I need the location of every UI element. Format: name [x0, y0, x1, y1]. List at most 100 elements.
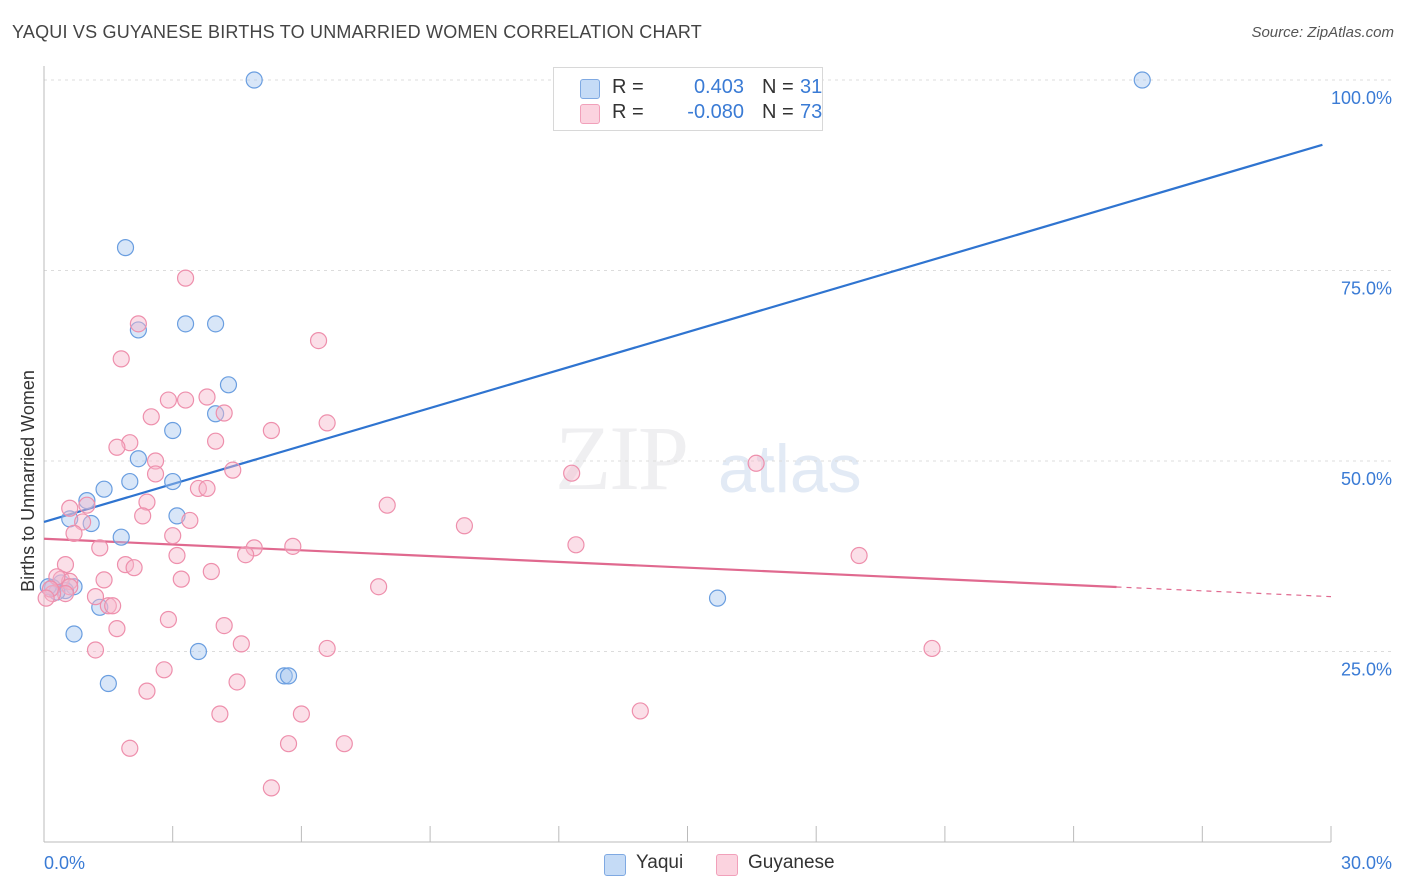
data-points [37, 71, 1151, 797]
guyanese-point [237, 546, 255, 564]
y-tick-label: 75.0% [1341, 279, 1392, 299]
yaqui-point [176, 315, 195, 333]
guyanese-point [202, 562, 220, 581]
legend-r-value: -0.080 [687, 101, 744, 123]
yaqui-point [121, 472, 139, 491]
guyanese-point [86, 588, 105, 606]
guyanese-point [318, 639, 336, 658]
series-label-guyanese: Guyanese [748, 852, 835, 873]
guyanese-point [279, 735, 298, 753]
legend-n-value: 73 [800, 101, 823, 123]
y-tick-label: 50.0% [1341, 469, 1392, 489]
axes [43, 66, 1332, 843]
guyanese-point [91, 539, 109, 557]
yaqui-point [116, 239, 135, 257]
guyanese-point [164, 527, 182, 545]
series-swatch-yaqui [604, 854, 626, 876]
guyanese-point [108, 438, 126, 456]
gridlines [44, 79, 1392, 652]
guyanese-point [65, 524, 83, 542]
guyanese-point [176, 391, 195, 409]
guyanese-point [567, 536, 585, 554]
yaqui-point [207, 405, 225, 423]
yaqui-point [207, 315, 225, 333]
x-tick-label: 30.0% [1341, 853, 1392, 873]
guyanese-point [155, 661, 173, 679]
guyanese-point [923, 639, 941, 658]
yaqui-point [91, 598, 109, 616]
stats-legend: R = 0.403 N = 31 R = -0.080 N = 73 [553, 67, 823, 131]
guyanese-point [78, 496, 96, 514]
guyanese-point [211, 705, 229, 723]
guyanese-point [108, 620, 126, 638]
guyanese-point [172, 570, 190, 588]
legend-swatch-yaqui [580, 79, 600, 99]
yaqui-point [275, 667, 293, 685]
guyanese-point [228, 673, 246, 691]
guyanese-point [112, 350, 130, 368]
guyanese-point [181, 511, 199, 530]
guyanese-point [284, 537, 302, 555]
legend-n-label: N = [762, 101, 794, 123]
guyanese-point [455, 517, 474, 535]
yaqui-point [65, 625, 83, 643]
legend-n-value: 31 [800, 76, 823, 98]
guyanese-point [74, 513, 92, 531]
yaqui-point [95, 480, 113, 498]
guyanese-point [262, 779, 280, 797]
guyanese-point [121, 739, 139, 757]
chart-title: YAQUI VS GUYANESE BIRTHS TO UNMARRIED WO… [12, 22, 702, 42]
legend-r-value: 0.403 [693, 76, 744, 98]
yaqui-point [189, 642, 208, 661]
guyanese-point [159, 391, 178, 409]
guyanese-point [37, 589, 55, 607]
y-tick-label: 25.0% [1341, 660, 1392, 680]
trend-lines [43, 143, 1332, 598]
guyanese-point [309, 332, 328, 350]
guyanese-point [207, 432, 225, 450]
guyanese-point [563, 464, 581, 482]
guyanese-point [631, 702, 649, 720]
yaqui-point [99, 674, 117, 693]
tick-labels: 100.0% 75.0% 50.0% 25.0% 0.0% 30.0% Births to … [18, 88, 1392, 873]
guyanese-trend-line [43, 537, 1117, 589]
legend-r-label: R = [612, 76, 644, 98]
guyanese-point [335, 735, 353, 753]
watermark-zip: ZIP [555, 407, 689, 509]
guyanese-point [747, 454, 765, 472]
guyanese-point [134, 507, 152, 525]
guyanese-trend-line-extension [1116, 586, 1332, 598]
guyanese-point [146, 465, 165, 483]
guyanese-point [378, 496, 396, 514]
guyanese-point [95, 571, 113, 589]
yaqui-point [82, 514, 100, 533]
guyanese-point [142, 408, 160, 426]
series-label-yaqui: Yaqui [636, 852, 684, 873]
guyanese-point [215, 616, 233, 635]
guyanese-point [370, 578, 388, 596]
yaqui-point [708, 589, 727, 607]
legend-swatch-guyanese [580, 104, 600, 124]
guyanese-point [104, 597, 122, 615]
guyanese-point [146, 452, 165, 470]
guyanese-point [61, 499, 79, 517]
yaqui-point [129, 450, 147, 468]
guyanese-point [292, 705, 310, 723]
x-tick-label: 0.0% [44, 853, 85, 873]
yaqui-point [78, 492, 96, 510]
guyanese-point [262, 421, 280, 440]
guyanese-point [215, 404, 233, 422]
yaqui-point [129, 321, 147, 339]
guyanese-point [224, 461, 242, 479]
guyanese-point [129, 315, 147, 333]
guyanese-point [41, 580, 60, 598]
guyanese-point [168, 546, 186, 565]
series-swatch-guyanese [716, 854, 738, 876]
yaqui-point [168, 507, 186, 525]
y-tick-label: 100.0% [1331, 88, 1392, 108]
guyanese-point [125, 559, 143, 577]
guyanese-point [99, 597, 117, 615]
yaqui-point [279, 667, 298, 685]
source-credit: Source: ZipAtlas.com [1251, 24, 1394, 41]
